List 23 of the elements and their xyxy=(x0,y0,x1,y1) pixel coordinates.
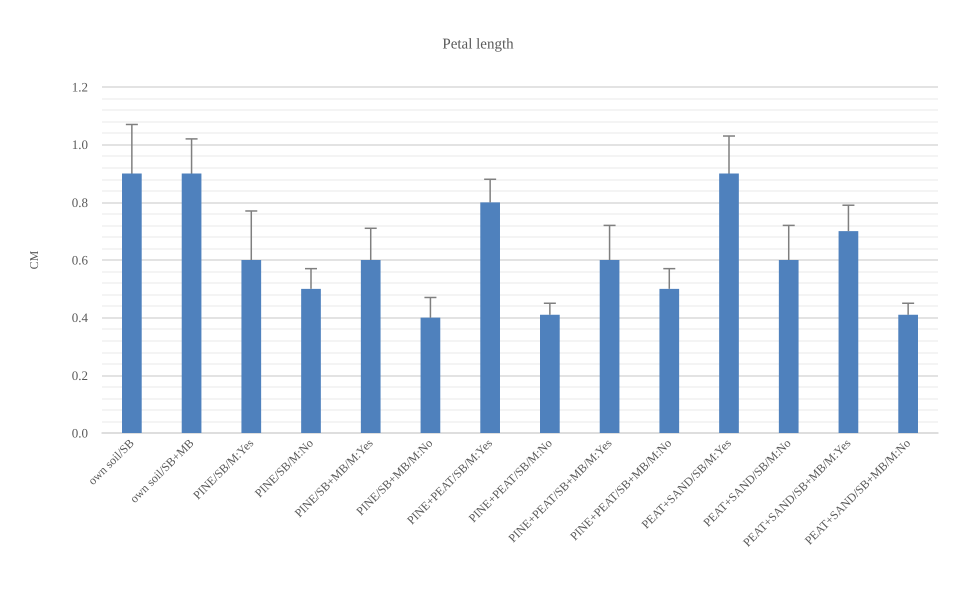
bar xyxy=(719,174,739,433)
y-tick-label: 0.6 xyxy=(72,252,88,268)
bar xyxy=(540,314,560,433)
bar xyxy=(480,202,500,433)
y-tick-label: 1.0 xyxy=(72,137,88,152)
y-tick-label: 0.0 xyxy=(72,426,88,440)
bar xyxy=(838,231,858,433)
y-axis-title: CM xyxy=(27,250,41,270)
y-tick-label: 0.2 xyxy=(72,368,88,383)
bar xyxy=(301,288,321,433)
bar xyxy=(122,174,142,433)
bar xyxy=(420,318,440,433)
chart-title: Petal length xyxy=(442,36,514,52)
bar xyxy=(659,288,680,433)
y-tick-label: 0.4 xyxy=(72,310,88,326)
bar xyxy=(778,260,799,433)
bar xyxy=(600,260,620,433)
y-tick-label: 1.2 xyxy=(72,80,88,94)
bar xyxy=(241,260,262,433)
bar xyxy=(898,314,918,433)
bar xyxy=(182,174,202,433)
bar xyxy=(360,260,381,433)
y-tick-label: 0.8 xyxy=(72,194,88,210)
